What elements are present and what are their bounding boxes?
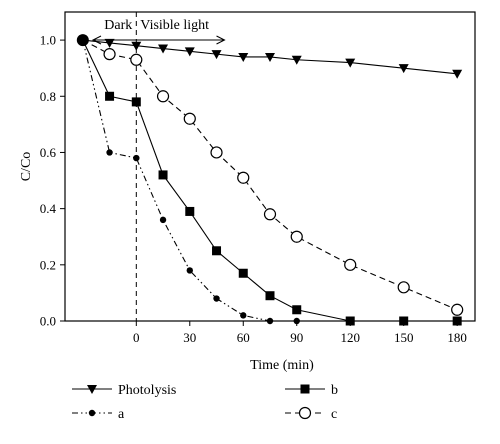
point-b-0 [131, 97, 141, 107]
point-a-15 [159, 216, 167, 224]
legend-label-b: b [331, 383, 338, 398]
point-a--15 [106, 149, 113, 156]
point-photolysis-0 [131, 41, 142, 51]
x-tick-label: 120 [340, 330, 360, 345]
legend: Photolysis a bc [72, 383, 338, 422]
point-c-0 [130, 53, 143, 66]
point-c-15 [156, 90, 170, 103]
point-a-90 [293, 317, 300, 325]
point-a-0 [133, 154, 140, 162]
legend-marker-photolysis [87, 385, 97, 394]
shared-start-point [76, 34, 89, 47]
point-c-150 [397, 281, 410, 294]
series-line-a [82, 39, 458, 322]
point-b-120 [345, 316, 355, 326]
point-a-60 [240, 312, 247, 319]
point-c-120 [344, 258, 357, 271]
x-tick-label: 30 [183, 330, 196, 345]
x-axis-title: Time (min) [250, 358, 314, 373]
point-photolysis-180 [452, 69, 463, 79]
x-tick-label: 0 [133, 330, 140, 345]
series-line-b [82, 39, 458, 322]
point-a-45 [213, 295, 220, 302]
legend-item-a: a [72, 407, 125, 422]
point-photolysis-120 [345, 58, 356, 68]
y-axis-ticks: 0.0 0.2 0.4 0.6 0.8 1.0 [40, 33, 65, 329]
y-tick-label: 0.8 [40, 89, 56, 104]
dark-arrow-head [91, 35, 102, 45]
legend-marker-b [300, 384, 310, 394]
legend-item-c: c [285, 406, 337, 422]
y-tick-label: 0.4 [40, 201, 57, 216]
legend-item-b: b [285, 383, 338, 398]
point-photolysis-90 [291, 55, 302, 65]
point-b-30 [185, 206, 195, 216]
point-photolysis-60 [238, 52, 249, 62]
point-c-75 [263, 208, 277, 221]
point-photolysis-45 [211, 50, 222, 60]
x-tick-label: 60 [237, 330, 250, 345]
y-tick-label: 0.6 [40, 145, 57, 160]
point-c-90 [290, 230, 303, 243]
point-b-180 [452, 316, 462, 326]
point-a-75 [266, 317, 274, 325]
series-line-photolysis [82, 39, 458, 75]
visible-light-label: Visible light [140, 18, 209, 33]
y-axis-title: C/Co [19, 152, 34, 182]
x-tick-label: 180 [447, 330, 467, 345]
x-tick-label: 90 [290, 330, 303, 345]
point-photolysis--15 [104, 38, 115, 48]
point-c--15 [103, 48, 116, 61]
light-arrow-head [216, 35, 226, 45]
point-photolysis-15 [158, 44, 169, 54]
point-b-15 [158, 170, 168, 180]
region-arrows [91, 35, 226, 45]
dark-label: Dark [104, 18, 132, 33]
series-markers [76, 34, 464, 326]
y-tick-label: 0.2 [40, 257, 56, 272]
y-tick-label: 0.0 [40, 314, 56, 329]
point-c-60 [237, 171, 250, 184]
legend-marker-a [88, 409, 96, 417]
point-b-150 [399, 316, 409, 326]
legend-item-photolysis: Photolysis [72, 383, 176, 398]
series-layer [76, 34, 464, 326]
y-tick-label: 1.0 [40, 33, 56, 48]
point-b-90 [292, 305, 302, 315]
legend-label-a: a [118, 407, 125, 422]
point-b--15 [105, 91, 115, 101]
point-photolysis-75 [265, 52, 275, 62]
legend-marker-c [298, 406, 312, 420]
dark-light-annotation: Dark Visible light [91, 12, 226, 321]
legend-label-photolysis: Photolysis [118, 383, 176, 398]
point-c-30 [183, 112, 196, 125]
point-c-45 [210, 146, 223, 159]
point-c-180 [451, 303, 464, 316]
point-b-75 [265, 291, 275, 301]
point-photolysis-30 [184, 47, 195, 57]
x-tick-label: 150 [394, 330, 414, 345]
point-b-45 [212, 246, 222, 256]
point-photolysis-150 [398, 64, 409, 74]
series-lines [82, 39, 458, 322]
series-line-c [82, 39, 458, 311]
point-a-30 [186, 267, 193, 274]
x-axis-ticks: 0 30 60 90 120 150 180 [133, 321, 467, 345]
legend-label-c: c [331, 407, 337, 422]
point-b-60 [238, 268, 248, 278]
